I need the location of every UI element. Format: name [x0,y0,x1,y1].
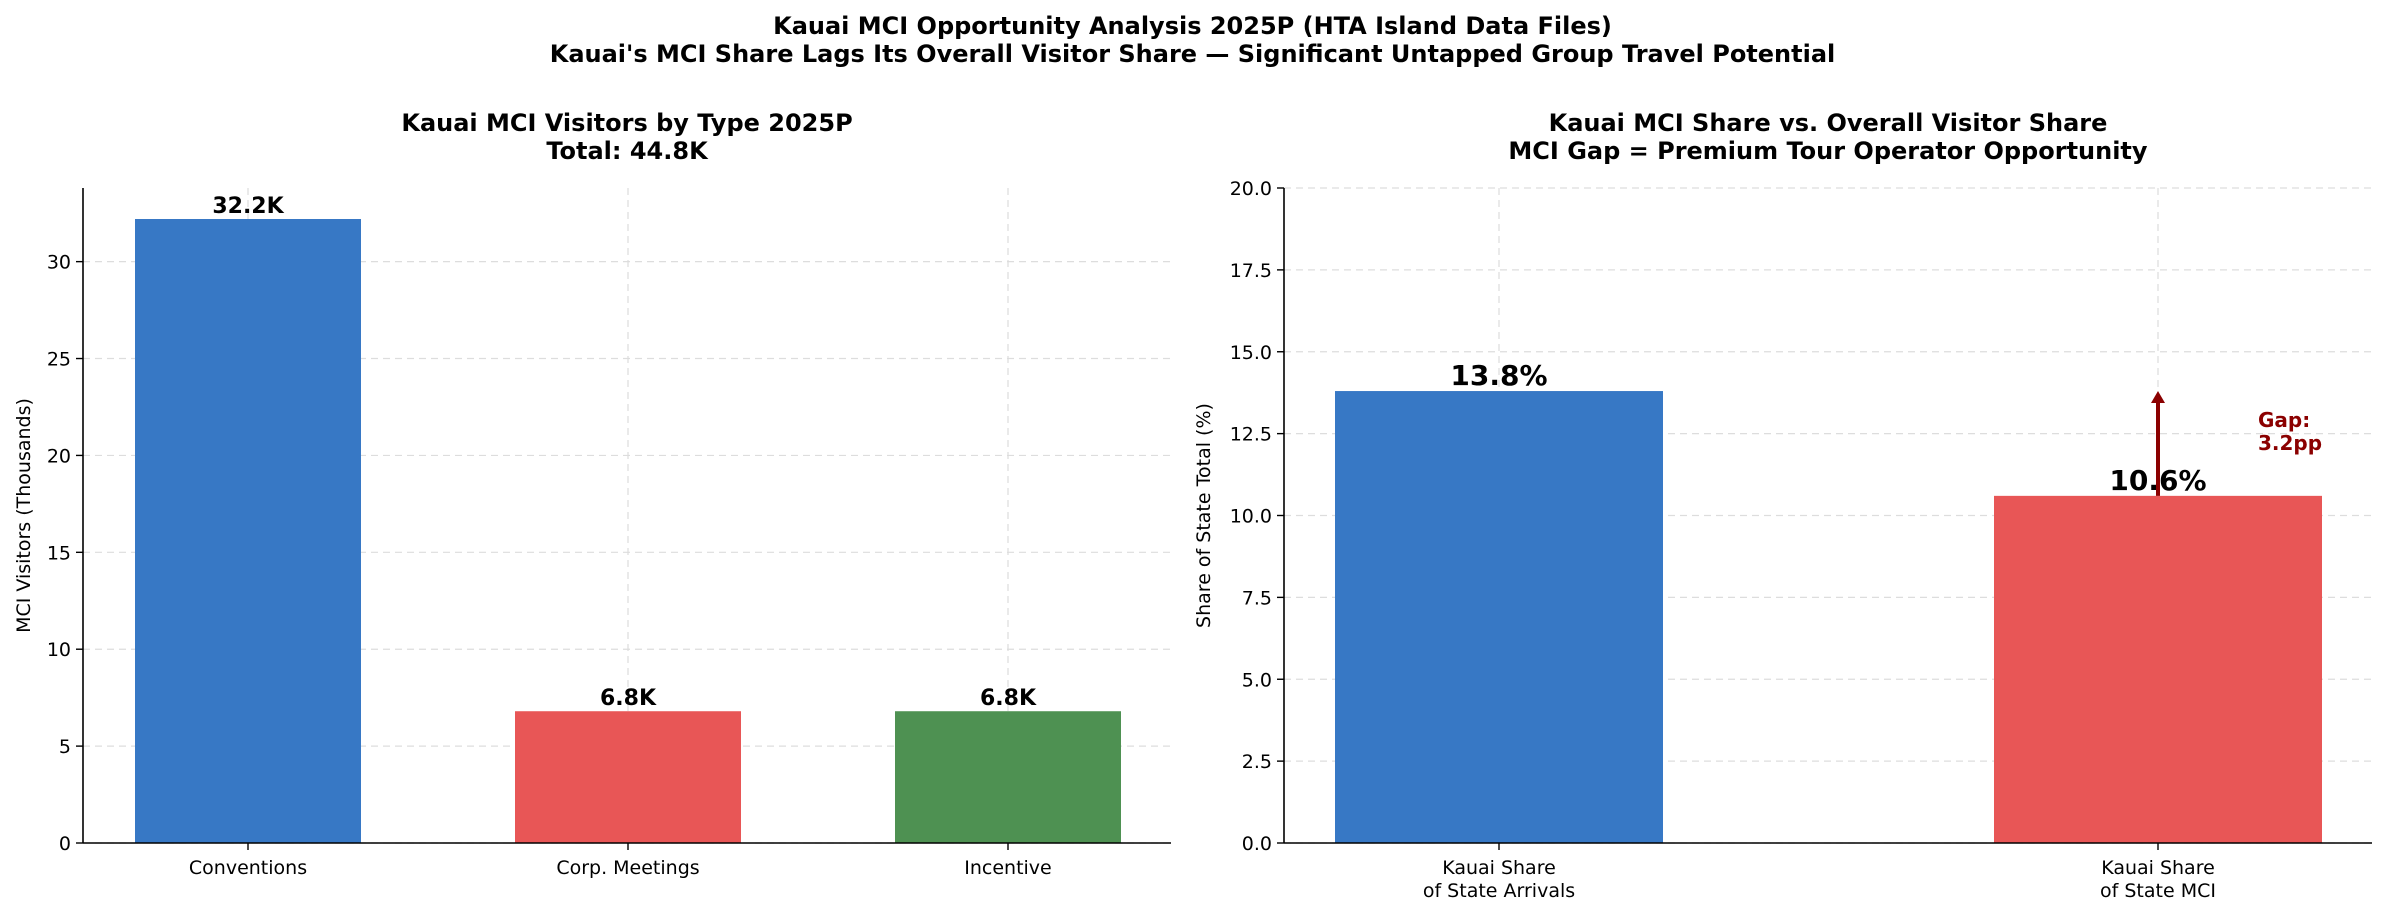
gap-arrow-head [2151,391,2165,404]
bar-1 [135,219,361,843]
figure-subtitle: Kauai's MCI Share Lags Its Overall Visit… [549,40,1836,68]
bar-value-label: 13.8% [1450,359,1547,392]
y-tick-label: 0.0 [1242,833,1272,855]
y-tick-label: 5.0 [1242,669,1272,691]
y-tick-label: 10.0 [1230,506,1272,528]
bar-value-label: 6.8K [980,686,1037,711]
y-axis-label: MCI Visitors (Thousands) [13,398,35,633]
x-tick-label: Corp. Meetings [556,857,699,879]
axis-title-2: Kauai MCI Share vs. Overall Visitor Shar… [1549,109,2108,137]
gap-annotation-label: Gap: 3.2pp [2258,408,2322,455]
x-tick-label: Conventions [189,857,307,879]
figure-title: Kauai MCI Opportunity Analysis 2025P (HT… [773,12,1612,40]
y-tick-label: 7.5 [1242,587,1272,609]
y-axis-label: Share of State Total (%) [1193,403,1215,628]
y-tick-label: 20.0 [1230,178,1272,200]
axis-title-1: Kauai MCI Visitors by Type 2025P [401,109,852,137]
y-tick-label: 2.5 [1242,751,1272,773]
y-tick-label: 17.5 [1230,260,1272,282]
y-tick-label: 12.5 [1230,424,1272,446]
axis-subtitle-2: MCI Gap = Premium Tour Operator Opportun… [1508,137,2147,165]
x-tick-label: Kauai Share of State MCI [2100,857,2216,902]
bar-2 [1994,495,2322,843]
y-tick-label: 20 [47,445,71,467]
axis-subtitle-1: Total: 44.8K [546,137,709,165]
y-tick-label: 15.0 [1230,342,1272,364]
y-tick-label: 30 [47,252,71,274]
bar-3 [895,711,1121,843]
bar-value-label: 32.2K [212,194,284,219]
y-tick-label: 5 [59,736,71,758]
y-tick-label: 10 [47,639,71,661]
bar-1 [1335,391,1663,843]
bar-2 [515,711,741,843]
y-tick-label: 0 [59,833,71,855]
y-tick-label: 15 [47,542,71,564]
y-tick-label: 25 [47,349,71,371]
bar-value-label: 6.8K [600,686,657,711]
x-tick-label: Kauai Share of State Arrivals [1423,857,1575,902]
x-tick-label: Incentive [964,857,1052,879]
